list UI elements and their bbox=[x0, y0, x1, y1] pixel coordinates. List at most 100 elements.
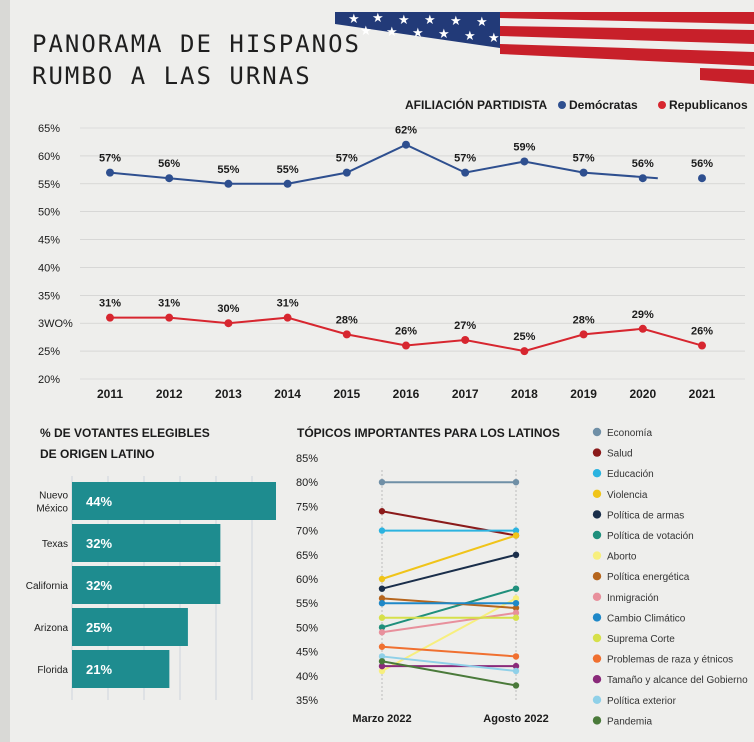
data-label: 31% bbox=[277, 298, 299, 310]
slope-series-line bbox=[381, 645, 517, 658]
slope-point-start bbox=[378, 653, 386, 660]
y-tick-label: 20% bbox=[38, 374, 60, 386]
bar-category-label: Nuevo bbox=[39, 491, 68, 502]
x-tick-label: 2014 bbox=[274, 387, 301, 401]
y-tick-label: 40% bbox=[38, 262, 60, 274]
bar-chart-title-line2: DE ORIGEN LATINO bbox=[40, 447, 154, 461]
flag-stars: ★ ★ ★ ★ ★ ★★ ★ ★ ★ ★ ★ bbox=[348, 10, 500, 45]
slope-point-start bbox=[378, 527, 386, 534]
series-line-democrats bbox=[109, 143, 658, 185]
flag-star-icon: ★ bbox=[476, 14, 488, 29]
slope-point-start bbox=[378, 667, 386, 675]
data-point bbox=[638, 324, 647, 333]
legend-label: Educación bbox=[607, 469, 654, 480]
bar bbox=[72, 608, 188, 646]
legend-marker bbox=[592, 675, 602, 684]
slope-point-start bbox=[378, 600, 386, 607]
data-label: 27% bbox=[454, 320, 476, 332]
legend-marker bbox=[592, 510, 602, 519]
data-label: 55% bbox=[277, 164, 299, 176]
legend-label: Violencia bbox=[607, 490, 648, 501]
x-tick-label: 2020 bbox=[629, 387, 656, 401]
slope-point-start bbox=[378, 643, 386, 650]
x-tick-label: 2016 bbox=[393, 387, 420, 401]
legend-label: Pandemia bbox=[607, 716, 652, 727]
data-point bbox=[283, 179, 292, 188]
data-label: 56% bbox=[691, 158, 713, 170]
slope-point-end bbox=[512, 653, 520, 660]
legend-label: Cambio Climático bbox=[607, 613, 686, 624]
flag-stripe-red-3 bbox=[500, 44, 754, 66]
legend-label: Suprema Corte bbox=[607, 634, 675, 645]
legend-marker bbox=[592, 448, 602, 457]
slope-point-end bbox=[512, 600, 520, 607]
legend-label: Política exterior bbox=[607, 696, 677, 707]
line-chart-series: 57% 56% 55% 55% 57% 62% 57% 59% 57% 56% 56% 31% 31% 3… bbox=[99, 125, 713, 356]
data-label: 29% bbox=[632, 309, 654, 321]
legend-label: Economía bbox=[607, 428, 652, 439]
legend-marker bbox=[592, 530, 602, 540]
line-chart-grid bbox=[80, 127, 745, 380]
y-tick-label: 35% bbox=[38, 290, 60, 302]
legend-marker bbox=[592, 592, 602, 601]
line-chart-y-ticks: 65% 60% 55% 50% 45% 40% 35% 3WO% 25% 20% bbox=[38, 123, 73, 386]
y-tick-label: 45% bbox=[38, 235, 60, 247]
y-tick-label: 55% bbox=[38, 179, 60, 191]
legend-label: Salud bbox=[607, 449, 633, 460]
data-point bbox=[224, 179, 233, 188]
x-tick-label: 2021 bbox=[689, 387, 716, 401]
slope-point-end bbox=[512, 479, 520, 486]
slope-point-end bbox=[512, 609, 520, 617]
slope-chart-title: TÓPICOS IMPORTANTES PARA LOS LATINOS bbox=[297, 425, 560, 440]
x-tick-label: 2015 bbox=[333, 387, 360, 401]
line-chart-x-ticks: 2011 2012 2013 2014 2015 2016 2017 2018 2019 2020… bbox=[97, 387, 716, 401]
slope-point-start bbox=[378, 575, 386, 583]
slope-series-line bbox=[381, 553, 517, 590]
slope-series-line bbox=[381, 655, 517, 672]
y-tick-label: 65% bbox=[38, 123, 60, 135]
flag-canton bbox=[335, 12, 500, 48]
slope-point-end bbox=[512, 585, 520, 592]
data-label: 57% bbox=[573, 153, 595, 165]
slope-point-start bbox=[378, 508, 386, 515]
data-label: 31% bbox=[99, 298, 121, 310]
data-point bbox=[579, 330, 588, 339]
legend-marker bbox=[592, 716, 602, 725]
legend-marker bbox=[592, 695, 602, 704]
bar-chart-bars: 44% Nuevo México 32% Texas 32% California 25% Ar… bbox=[26, 482, 276, 688]
data-label: 31% bbox=[158, 298, 180, 310]
slope-series-line bbox=[381, 611, 517, 634]
slope-point-end bbox=[512, 682, 520, 689]
data-label: 25% bbox=[513, 331, 535, 343]
slope-point-start bbox=[378, 658, 386, 665]
data-point bbox=[698, 341, 706, 350]
data-point bbox=[579, 168, 588, 177]
legend-label: Política energética bbox=[607, 572, 690, 583]
slope-point-end bbox=[512, 604, 520, 612]
legend-label: Inmigración bbox=[607, 593, 659, 604]
bar-category-label: California bbox=[26, 581, 69, 592]
data-point bbox=[638, 174, 647, 183]
slope-y-tick-label: 60% bbox=[296, 574, 318, 586]
slope-point-end bbox=[512, 595, 520, 602]
slope-point-start bbox=[378, 614, 386, 621]
legend-label: Tamaño y alcance del Gobierno bbox=[607, 675, 748, 686]
flag-star-icon: ★ bbox=[488, 30, 500, 45]
data-point bbox=[342, 168, 351, 177]
y-tick-label: 50% bbox=[38, 207, 60, 219]
legend-marker bbox=[592, 654, 602, 663]
flag-star-icon: ★ bbox=[386, 24, 398, 39]
eligible-voters-bar-chart: % DE VOTANTES ELEGIBLES DE ORIGEN LATINO… bbox=[26, 426, 276, 700]
bar-value-label: 32% bbox=[86, 536, 112, 551]
slope-point-start bbox=[378, 595, 386, 602]
slope-series-line bbox=[381, 534, 517, 580]
flag-star-icon: ★ bbox=[412, 25, 424, 40]
x-tick-label: 2018 bbox=[511, 387, 538, 401]
slope-point-start bbox=[378, 662, 386, 670]
data-label: 26% bbox=[395, 326, 417, 338]
legend-marker bbox=[592, 572, 602, 581]
slope-y-tick-label: 40% bbox=[296, 671, 318, 683]
bar-value-label: 44% bbox=[86, 494, 112, 509]
data-label: 56% bbox=[632, 158, 654, 170]
